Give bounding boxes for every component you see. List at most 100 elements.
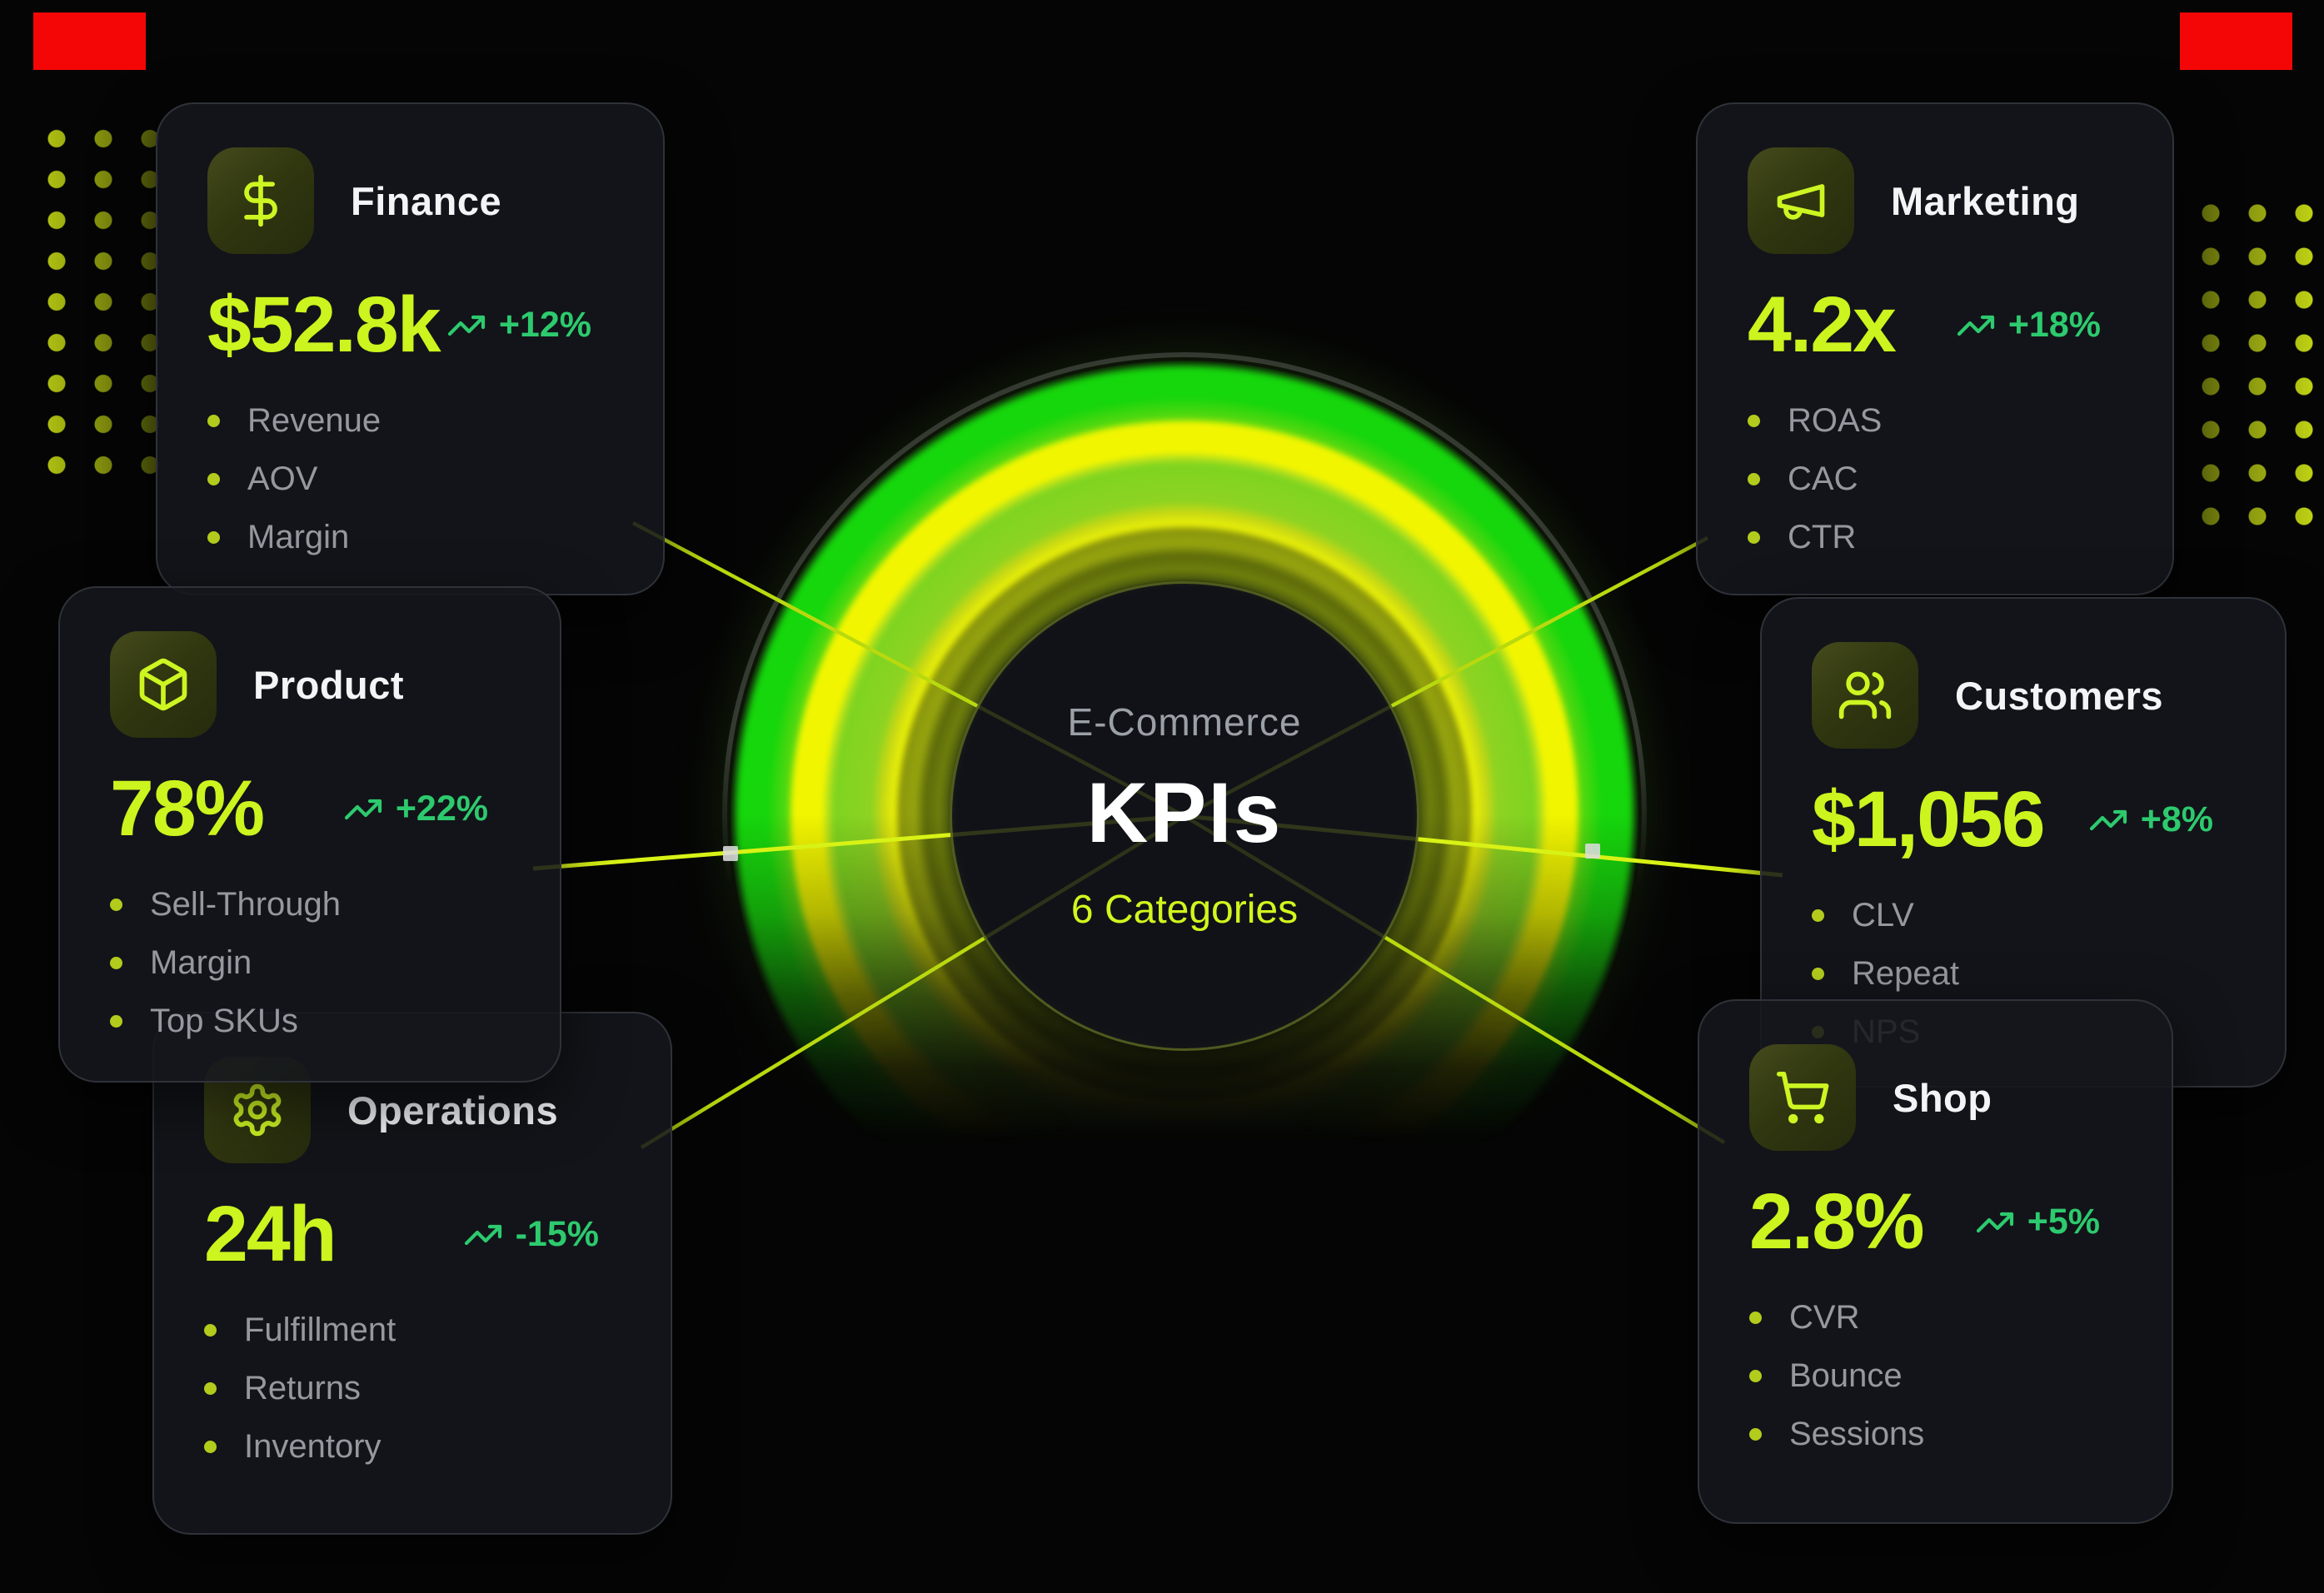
megaphone-icon <box>1777 184 1825 220</box>
list-item-label: Returns <box>244 1369 362 1406</box>
trend-up-icon <box>447 315 485 336</box>
card-title: Operations <box>347 1088 559 1133</box>
red-marker-left <box>33 12 146 70</box>
red-marker-right <box>2180 12 2292 70</box>
bullet-dot <box>1748 472 1760 485</box>
list-item-label: Top SKUs <box>150 1002 298 1039</box>
list-item: Inventory <box>204 1428 621 1466</box>
operations-card: Operations 24h -15% Fulfillment Returns … <box>152 1012 672 1535</box>
trend-value: +12% <box>498 305 591 346</box>
card-title: Customers <box>1955 673 2164 718</box>
list-item: AOV <box>207 460 613 498</box>
bullet-dot <box>1749 1369 1762 1382</box>
finance-value-row: $52.8k +12% <box>207 283 613 367</box>
card-title: Marketing <box>1891 178 2080 223</box>
bullet-dot <box>1749 1427 1762 1441</box>
center-subtitle: 6 Categories <box>1070 888 1299 932</box>
trend-badge: +8% <box>2088 799 2213 840</box>
card-value: 4.2x <box>1748 281 1897 369</box>
center-hub-circle <box>950 581 1419 1051</box>
list-item: Sell-Through <box>110 886 510 923</box>
list-item: Margin <box>110 944 510 982</box>
list-item-label: Margin <box>150 943 252 981</box>
trend-badge: +12% <box>446 305 591 346</box>
customers-value-row: $1,056 +8% <box>1812 775 2235 864</box>
bullet-dot <box>1748 530 1760 544</box>
shop-value-row: 2.8% +5% <box>1749 1177 2122 1266</box>
dot-grid-right <box>2176 182 2319 533</box>
kpi-list: CVR Bounce Sessions <box>1749 1299 2122 1453</box>
trend-badge: -15% <box>463 1214 599 1255</box>
marketing-icon-tile <box>1748 147 1854 254</box>
list-item: ROAS <box>1748 402 2122 440</box>
card-value: $1,056 <box>1812 775 2046 864</box>
list-item-label: Repeat <box>1852 954 1959 992</box>
card-title: Product <box>253 662 405 707</box>
dot-grid-left <box>22 108 163 476</box>
trend-badge: +18% <box>1956 305 2101 346</box>
list-item-label: CAC <box>1788 460 1858 497</box>
trend-up-icon <box>2089 809 2127 830</box>
bullet-dot <box>110 898 122 911</box>
product-card: Product 78% +22% Sell-Through Margin Top… <box>58 586 561 1083</box>
kpi-list: ROAS CAC CTR <box>1748 402 2122 556</box>
trend-value: +5% <box>2027 1202 2100 1242</box>
trend-badge: +22% <box>343 789 488 829</box>
list-item: CTR <box>1748 519 2122 556</box>
list-item-label: CTR <box>1788 518 1857 555</box>
list-item-label: Fulfillment <box>244 1311 396 1348</box>
marketing-card-header: Marketing <box>1748 147 2122 254</box>
bullet-dot <box>1812 967 1824 980</box>
center-hub-labels: E-Commerce KPIs 6 Categories <box>950 581 1419 1051</box>
kpi-list: Fulfillment Returns Inventory <box>204 1312 621 1466</box>
bullet-dot <box>207 472 220 485</box>
bullet-dot <box>207 530 220 544</box>
trend-up-icon <box>1957 315 1994 336</box>
finance-card-header: Finance <box>207 147 613 254</box>
trend-value: +18% <box>2007 305 2101 346</box>
operations-value-row: 24h -15% <box>204 1190 621 1278</box>
card-value: 24h <box>204 1190 337 1278</box>
list-item: Bounce <box>1749 1357 2122 1395</box>
trend-up-icon <box>1976 1212 2013 1232</box>
marketing-card: Marketing 4.2x +18% ROAS CAC CTR <box>1696 102 2174 595</box>
card-title: Finance <box>351 178 502 223</box>
dollar-icon <box>244 174 277 227</box>
bullet-dot <box>110 1014 122 1028</box>
list-item: Sessions <box>1749 1416 2122 1453</box>
trend-value: -15% <box>515 1214 599 1255</box>
bullet-dot <box>204 1440 217 1453</box>
card-value: 2.8% <box>1749 1177 1925 1266</box>
finance-card: Finance $52.8k +12% Revenue AOV Margin <box>156 102 665 595</box>
list-item-label: Sessions <box>1789 1415 1925 1452</box>
kpi-list: Revenue AOV Margin <box>207 402 613 556</box>
gear-icon <box>233 1083 282 1137</box>
list-item: Revenue <box>207 402 613 440</box>
list-item-label: Margin <box>247 518 350 555</box>
list-item: CVR <box>1749 1299 2122 1337</box>
glow-outer-gray-ring <box>722 352 1647 1277</box>
cart-icon <box>1776 1071 1829 1124</box>
trend-value: +22% <box>395 789 488 829</box>
card-value: 78% <box>110 764 265 853</box>
list-item: Margin <box>207 519 613 556</box>
card-title: Shop <box>1893 1075 1992 1120</box>
customers-icon-tile <box>1812 642 1918 749</box>
operations-card-header: Operations <box>204 1057 621 1163</box>
list-item: Fulfillment <box>204 1312 621 1349</box>
list-item: CAC <box>1748 460 2122 498</box>
list-item-label: Inventory <box>244 1427 382 1465</box>
bullet-dot <box>1748 414 1760 427</box>
bullet-dot <box>204 1381 217 1395</box>
line-node-right <box>1585 844 1600 859</box>
product-icon-tile <box>110 631 217 738</box>
list-item-label: Bounce <box>1789 1357 1903 1394</box>
list-item: CLV <box>1812 897 2235 934</box>
list-item: Top SKUs <box>110 1003 510 1040</box>
list-item-label: ROAS <box>1788 401 1883 439</box>
bullet-dot <box>204 1323 217 1337</box>
box-icon <box>139 658 187 711</box>
customers-card-header: Customers <box>1812 642 2235 749</box>
trend-up-icon <box>344 799 382 819</box>
